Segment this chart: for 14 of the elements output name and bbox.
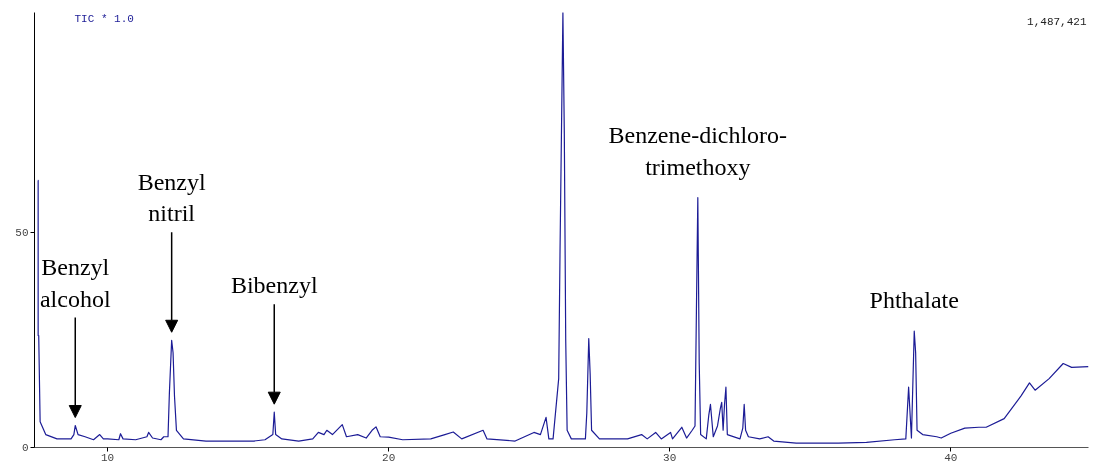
annotation: Benzene-dichloro- trimethoxy (608, 122, 788, 180)
x-tick-label: 20 (382, 451, 396, 464)
line-series (37, 12, 1089, 444)
annotation: TIC * 1.0 (74, 12, 134, 25)
x-tick-label: 10 (100, 451, 115, 464)
y-tick-label: 0 (21, 442, 29, 454)
x-tick-label: 40 (944, 451, 958, 464)
y-tick-label: 50 (15, 226, 29, 239)
annotation: Bibenzyl (230, 272, 318, 299)
annotation: Benzyl nitril (137, 169, 206, 227)
x-tick-label: 30 (663, 451, 677, 464)
annotation: Benzyl alcohol (39, 254, 111, 312)
annotation: Phthalate (869, 287, 959, 314)
annotation: 1,487,421 (1027, 15, 1087, 28)
